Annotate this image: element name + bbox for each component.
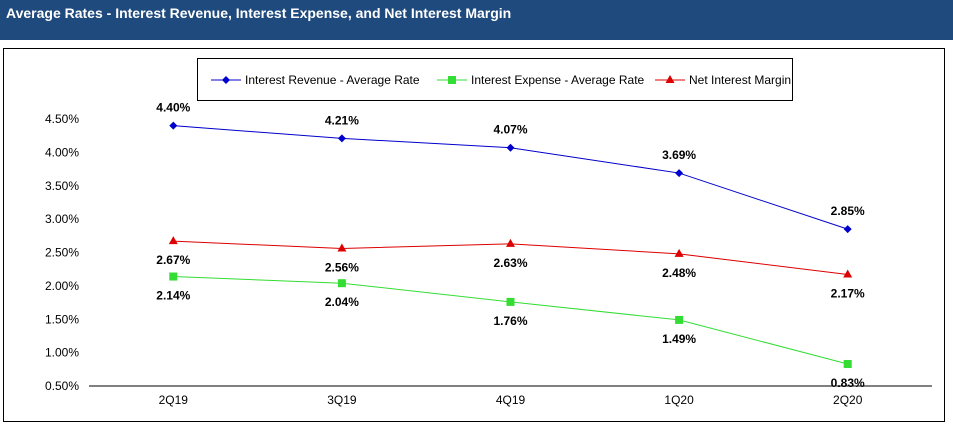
y-tick-label: 1.50% xyxy=(45,312,79,326)
y-tick-label: 3.50% xyxy=(45,179,79,193)
data-label: 1.49% xyxy=(662,332,696,346)
data-label: 4.21% xyxy=(325,113,359,127)
legend-marker xyxy=(448,76,456,84)
data-point-marker xyxy=(675,169,684,178)
data-label: 2.48% xyxy=(662,266,696,280)
x-tick-label: 1Q20 xyxy=(664,393,694,407)
data-label: 2.14% xyxy=(156,289,190,303)
legend xyxy=(197,58,793,101)
legend-marker xyxy=(665,75,675,83)
data-point-marker xyxy=(337,243,347,252)
x-tick-label: 2Q19 xyxy=(159,393,189,407)
data-label: 4.07% xyxy=(493,123,527,137)
data-point-marker xyxy=(674,248,684,257)
y-tick-label: 0.50% xyxy=(45,379,79,393)
y-tick-label: 4.00% xyxy=(45,145,79,159)
legend-entry: Net Interest Margin xyxy=(689,73,791,87)
legend-entry: Interest Expense - Average Rate xyxy=(471,73,645,87)
y-tick-label: 2.50% xyxy=(45,246,79,260)
data-label: 1.76% xyxy=(493,314,527,328)
title-bar: Average Rates - Interest Revenue, Intere… xyxy=(0,0,953,40)
data-point-marker xyxy=(168,236,178,245)
x-tick-label: 4Q19 xyxy=(496,393,526,407)
data-point-marker xyxy=(506,143,515,152)
data-point-marker xyxy=(169,121,178,130)
y-tick-label: 4.50% xyxy=(45,112,79,126)
data-label: 2.56% xyxy=(325,260,359,274)
legend-entry: Interest Revenue - Average Rate xyxy=(245,73,420,87)
data-point-marker xyxy=(843,225,852,234)
legend-marker xyxy=(222,76,230,84)
data-label: 3.69% xyxy=(662,148,696,162)
y-tick-label: 3.00% xyxy=(45,212,79,226)
data-point-marker xyxy=(337,279,346,288)
data-point-marker xyxy=(506,297,515,306)
data-label: 0.83% xyxy=(831,376,865,390)
series-line xyxy=(173,125,848,230)
data-label: 2.85% xyxy=(831,204,865,218)
data-point-marker xyxy=(506,238,515,247)
data-point-marker xyxy=(675,315,684,324)
data-label: 2.63% xyxy=(493,256,527,270)
data-label: 4.40% xyxy=(156,101,190,115)
data-point-marker xyxy=(843,359,852,368)
data-label: 2.04% xyxy=(325,295,359,309)
chart-frame xyxy=(3,48,945,422)
data-label: 2.67% xyxy=(156,253,190,267)
data-label: 2.17% xyxy=(831,287,865,301)
data-point-marker xyxy=(337,134,346,143)
y-tick-label: 2.00% xyxy=(45,279,79,293)
chart-title: Average Rates - Interest Revenue, Intere… xyxy=(6,5,512,21)
y-tick-label: 1.00% xyxy=(45,346,79,360)
x-tick-label: 3Q19 xyxy=(327,393,357,407)
data-point-marker xyxy=(843,269,853,278)
data-point-marker xyxy=(169,272,178,281)
x-tick-label: 2Q20 xyxy=(833,393,863,407)
